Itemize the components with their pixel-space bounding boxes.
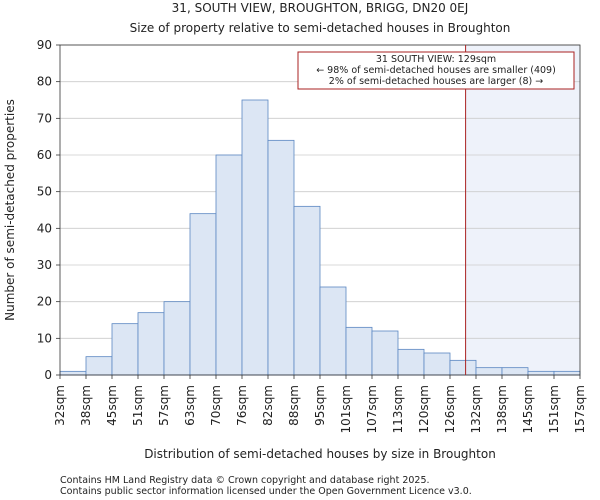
y-tick-label: 50	[37, 185, 52, 199]
y-axis-ticks: 0 10 20 30 40 50 60 70 80 90	[37, 38, 60, 382]
bar	[189, 213, 217, 376]
x-tick-label: 82sqm	[261, 385, 275, 426]
bar	[345, 326, 373, 376]
x-tick-label: 132sqm	[469, 385, 483, 433]
x-tick-label: 126sqm	[443, 385, 457, 433]
bar	[371, 330, 399, 376]
annotation-box	[297, 51, 575, 90]
x-tick-label: 145sqm	[521, 385, 535, 433]
x-tick-label: 38sqm	[79, 385, 93, 426]
x-tick-label: 138sqm	[495, 385, 509, 433]
bar	[319, 286, 347, 376]
y-tick-label: 80	[37, 75, 52, 89]
bar	[85, 356, 113, 376]
x-tick-label: 70sqm	[209, 385, 223, 426]
chart-title: 31, SOUTH VIEW, BROUGHTON, BRIGG, DN20 0…	[172, 1, 469, 15]
x-tick-label: 57sqm	[157, 385, 171, 426]
y-tick-label: 10	[37, 331, 52, 345]
chart-subtitle: Size of property relative to semi-detach…	[130, 21, 511, 35]
bar	[267, 139, 295, 376]
x-axis-label: Distribution of semi-detached houses by …	[144, 447, 496, 461]
x-tick-label: 63sqm	[183, 385, 197, 426]
y-tick-label: 20	[37, 295, 52, 309]
x-tick-label: 76sqm	[235, 385, 249, 426]
annotation-line-3: 2% of semi-detached houses are larger (8…	[329, 76, 543, 87]
bar	[423, 352, 451, 376]
bar	[293, 205, 321, 376]
bar	[241, 99, 269, 376]
x-tick-label: 120sqm	[417, 385, 431, 433]
footer-line-1: Contains HM Land Registry data © Crown c…	[60, 475, 430, 486]
x-axis-ticks: 32sqm 38sqm 45sqm 51sqm 57sqm 63sqm 70sqm 76sqm…	[53, 375, 587, 433]
y-tick-label: 90	[37, 38, 52, 52]
bar	[59, 370, 87, 376]
annotation-line-1: 31 SOUTH VIEW: 129sqm	[376, 54, 496, 65]
y-tick-label: 70	[37, 111, 52, 125]
x-tick-label: 95sqm	[313, 385, 327, 426]
bar	[397, 348, 425, 376]
x-tick-label: 32sqm	[53, 385, 67, 426]
x-tick-label: 45sqm	[105, 385, 119, 426]
bar	[449, 359, 477, 376]
y-tick-label: 60	[37, 148, 52, 162]
y-axis-label: Number of semi-detached properties	[3, 99, 17, 321]
bar	[215, 154, 243, 376]
bar	[111, 323, 139, 376]
y-tick-label: 40	[37, 221, 52, 235]
y-tick-label: 30	[37, 258, 52, 272]
y-tick-label: 0	[44, 368, 52, 382]
annotation-line-2: ← 98% of semi-detached houses are smalle…	[316, 65, 556, 76]
x-tick-label: 51sqm	[131, 385, 145, 426]
x-tick-label: 107sqm	[365, 385, 379, 433]
x-tick-label: 113sqm	[391, 385, 405, 433]
x-tick-label: 101sqm	[339, 385, 353, 433]
bar	[137, 312, 165, 376]
bar	[163, 301, 191, 376]
bar	[553, 370, 581, 376]
bar	[475, 367, 503, 376]
footer-line-2: Contains public sector information licen…	[60, 486, 472, 497]
x-tick-label: 157sqm	[573, 385, 587, 433]
bar	[501, 367, 529, 376]
x-tick-label: 88sqm	[287, 385, 301, 426]
highlight-region	[465, 45, 580, 375]
bar	[527, 370, 555, 376]
x-tick-label: 151sqm	[547, 385, 561, 433]
bars	[59, 99, 581, 376]
